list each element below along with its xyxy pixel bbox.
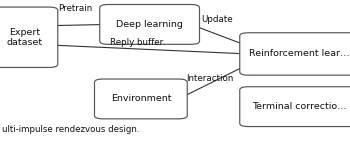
Text: Reinforcement lear…: Reinforcement lear… (249, 49, 350, 58)
Text: Update: Update (201, 15, 233, 24)
Text: ulti-impulse rendezvous design.: ulti-impulse rendezvous design. (2, 125, 139, 134)
Text: Terminal correctio…: Terminal correctio… (252, 102, 346, 111)
FancyBboxPatch shape (0, 7, 58, 67)
Text: Environment: Environment (111, 94, 171, 103)
Text: Interaction: Interaction (186, 74, 234, 83)
FancyBboxPatch shape (94, 79, 187, 119)
Text: Pretrain: Pretrain (58, 5, 92, 13)
Text: Reply buffer: Reply buffer (110, 38, 163, 47)
FancyBboxPatch shape (100, 5, 199, 44)
FancyBboxPatch shape (240, 87, 350, 127)
FancyBboxPatch shape (240, 33, 350, 75)
Text: Expert
dataset: Expert dataset (6, 28, 43, 47)
Text: Deep learning: Deep learning (116, 20, 183, 29)
